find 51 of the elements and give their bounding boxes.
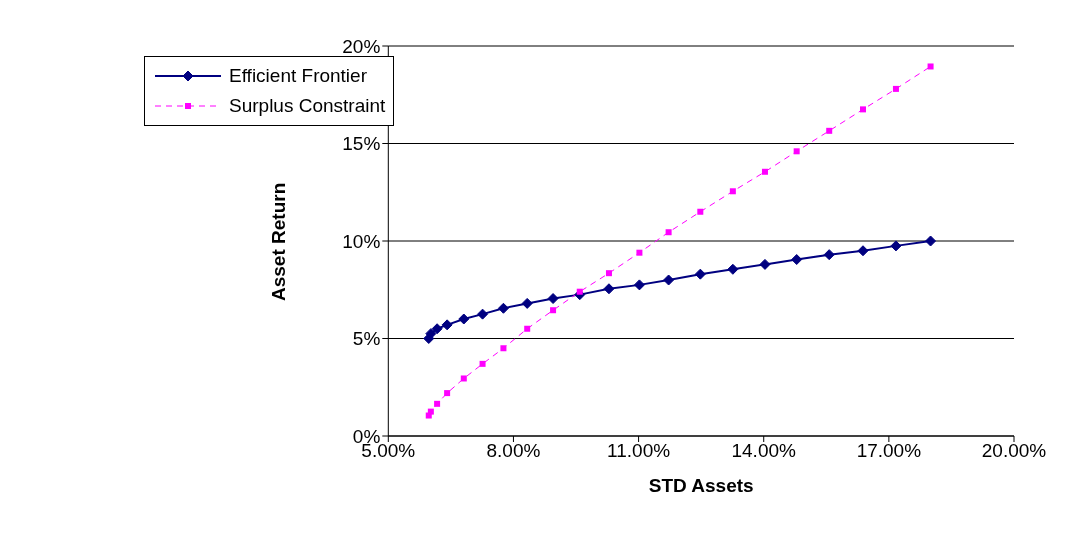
point [694,268,706,280]
y-tick-label: 20% [342,35,381,57]
point [427,408,434,415]
point [925,235,937,247]
point [444,390,451,397]
point [479,360,486,367]
point [793,148,800,155]
point [759,258,771,270]
x-tick-label: 20.00% [981,440,1047,462]
point [458,313,470,325]
point [434,400,441,407]
point [892,85,899,92]
point [547,293,559,305]
point [823,249,835,261]
point [663,274,675,286]
point [927,63,934,70]
legend-label: Efficient Frontier [229,64,367,88]
point [521,297,533,309]
point [636,249,643,256]
point [477,308,489,320]
point [761,168,768,175]
point [697,208,704,215]
point [890,240,902,252]
x-axis-title: STD Assets [648,475,754,496]
point [633,279,645,291]
point [524,325,531,332]
point [791,254,803,266]
point [497,302,509,314]
point [576,288,583,295]
x-tick-label: 17.00% [856,440,922,462]
x-tick-label: 14.00% [731,440,797,462]
y-tick-label: 15% [342,133,381,155]
legend-label: Surplus Constraint [229,94,386,118]
point [729,188,736,195]
point [441,319,453,331]
point [605,270,612,277]
point [727,263,739,275]
y-tick-label: 5% [352,328,381,350]
point [550,307,557,314]
point [665,229,672,236]
x-tick-label: 11.00% [607,440,671,462]
point [603,283,615,295]
point [826,127,833,134]
point [500,345,507,352]
y-tick-label: 10% [342,230,381,252]
y-axis-title: Asset Return [268,182,290,301]
point [857,245,869,257]
point [431,323,443,335]
point [860,106,866,113]
point [460,375,467,382]
x-tick-label: 8.00% [486,440,541,462]
